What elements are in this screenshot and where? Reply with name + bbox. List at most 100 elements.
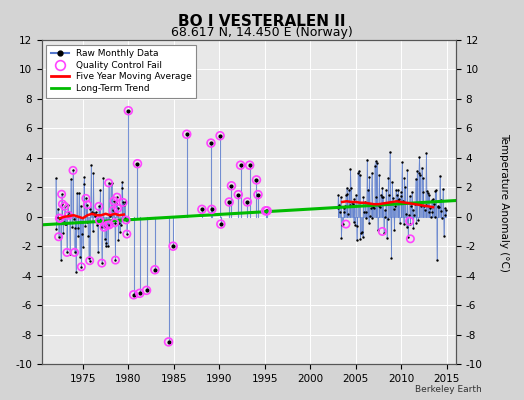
Point: [52, 226, 60, 232]
Point: [133, 160, 141, 167]
Point: [423, 190, 432, 196]
Point: [102, 243, 110, 250]
Point: [252, 177, 260, 183]
Point: [64, 212, 73, 218]
Point: [65, 208, 73, 215]
Point: [372, 158, 380, 164]
Point: [93, 222, 102, 229]
Point: [367, 170, 376, 176]
Y-axis label: Temperature Anomaly (°C): Temperature Anomaly (°C): [499, 132, 509, 272]
Point: [82, 195, 90, 202]
Point: [343, 184, 351, 191]
Point: [136, 290, 144, 296]
Point: [404, 234, 412, 240]
Point: [97, 260, 106, 266]
Point: [361, 199, 369, 205]
Point: [234, 192, 243, 198]
Point: [336, 194, 345, 200]
Point: [58, 201, 67, 207]
Point: [86, 206, 95, 212]
Point: [77, 264, 85, 270]
Point: [113, 194, 121, 200]
Point: [254, 192, 262, 198]
Point: [348, 201, 357, 207]
Point: [80, 173, 89, 180]
Point: [54, 234, 63, 240]
Point: [116, 229, 124, 235]
Point: [104, 243, 112, 249]
Point: [97, 260, 106, 266]
Point: [402, 210, 410, 217]
Point: [107, 181, 115, 188]
Point: [143, 287, 151, 294]
Point: [111, 220, 119, 226]
Point: [216, 132, 224, 139]
Point: [406, 236, 414, 242]
Point: [74, 232, 82, 239]
Point: [151, 266, 159, 273]
Point: [402, 224, 411, 230]
Point: [436, 197, 445, 204]
Point: [261, 208, 270, 214]
Point: [347, 185, 355, 191]
Point: [58, 191, 66, 198]
Point: [55, 215, 63, 221]
Point: [377, 192, 385, 198]
Point: [89, 227, 97, 234]
Point: [198, 206, 206, 212]
Point: [261, 208, 270, 214]
Point: [60, 203, 69, 210]
Point: [103, 222, 111, 228]
Point: [387, 200, 395, 206]
Point: [165, 339, 173, 345]
Point: [365, 219, 373, 226]
Point: [350, 219, 358, 226]
Point: [340, 205, 348, 212]
Point: [95, 203, 103, 210]
Point: [104, 180, 113, 186]
Point: [122, 217, 130, 223]
Point: [362, 209, 370, 215]
Point: [340, 208, 348, 215]
Point: [254, 192, 262, 198]
Point: [438, 208, 446, 214]
Point: [421, 202, 430, 208]
Point: [165, 339, 173, 345]
Point: [432, 187, 440, 193]
Point: [107, 180, 116, 186]
Point: [182, 131, 191, 138]
Point: [360, 209, 368, 215]
Point: [429, 196, 438, 202]
Point: [368, 215, 377, 221]
Point: [381, 214, 389, 220]
Point: [216, 221, 225, 227]
Point: [366, 212, 375, 219]
Point: [169, 243, 177, 249]
Point: [355, 168, 363, 174]
Point: [420, 202, 428, 209]
Point: [377, 194, 386, 201]
Point: [70, 216, 78, 222]
Point: [90, 210, 99, 216]
Point: [216, 132, 224, 139]
Point: [79, 243, 87, 250]
Point: [403, 167, 411, 173]
Point: [389, 195, 397, 201]
Point: [53, 205, 62, 212]
Point: [370, 205, 378, 212]
Point: [390, 226, 399, 233]
Point: [409, 207, 417, 214]
Point: [129, 292, 138, 298]
Point: [358, 229, 366, 235]
Point: [355, 172, 364, 179]
Point: [401, 184, 409, 190]
Point: [348, 198, 356, 205]
Point: [60, 219, 68, 226]
Point: [384, 216, 392, 222]
Point: [370, 163, 379, 170]
Point: [151, 266, 159, 273]
Point: [225, 199, 233, 205]
Point: [397, 188, 406, 195]
Point: [95, 217, 104, 224]
Point: [94, 249, 102, 255]
